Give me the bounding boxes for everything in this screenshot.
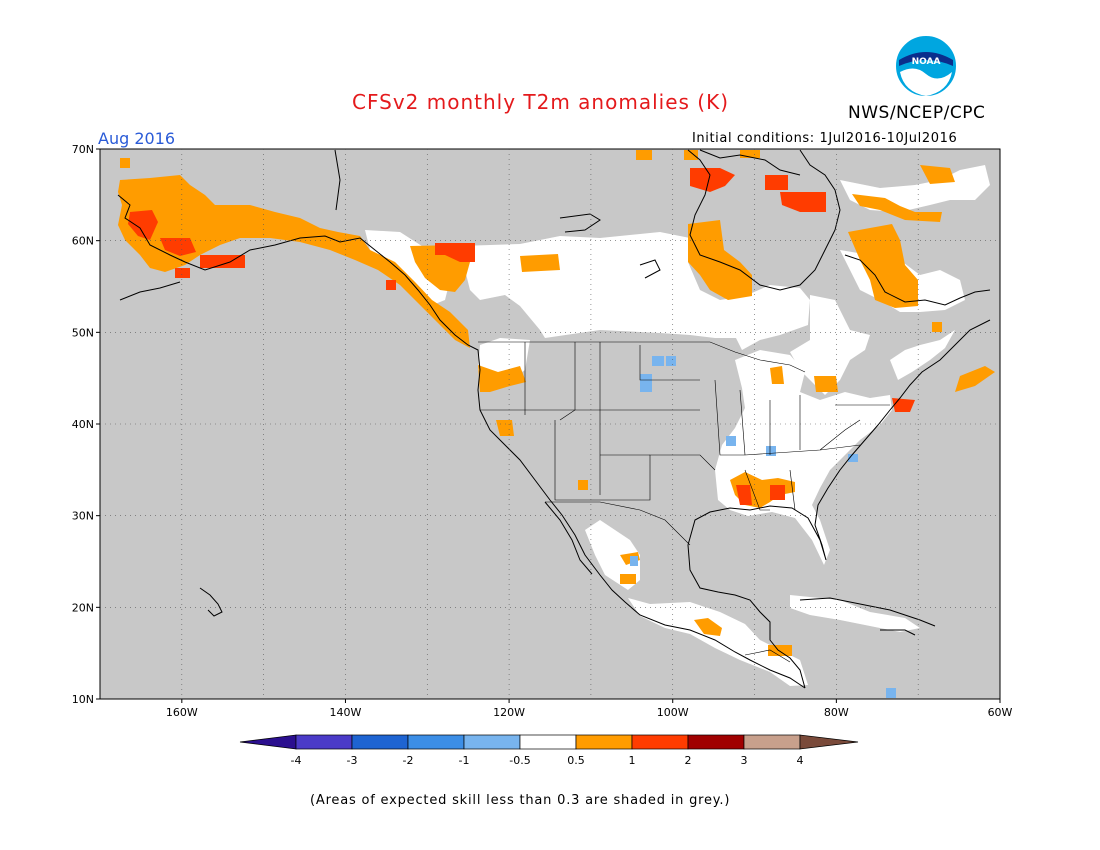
- chart-title: CFSv2 monthly T2m anomalies (K): [352, 90, 729, 114]
- colorbar-segment: [743, 734, 801, 750]
- skill-footnote: (Areas of expected skill less than 0.3 a…: [310, 793, 731, 808]
- lat-label: 70N: [72, 143, 94, 156]
- graticule: [100, 149, 1000, 699]
- initial-conditions: Initial conditions: 1Jul2016-10Jul2016: [692, 131, 958, 146]
- colorbar-segment: [407, 734, 465, 750]
- lat-label: 20N: [72, 601, 94, 614]
- valid-month: Aug 2016: [98, 129, 176, 148]
- colorbar-max-arrow: [799, 734, 859, 750]
- lat-label: 30N: [72, 510, 94, 523]
- lon-label: 80W: [824, 706, 849, 719]
- colorbar-segment: [463, 734, 521, 750]
- lon-label: 100W: [657, 706, 689, 719]
- axis-labels: 70N 60N 50N 40N 30N 20N 10N 160W 140W 120W 100W 80W…: [72, 143, 1013, 719]
- colorbar-tick-label: 1: [629, 754, 636, 767]
- lat-label: 50N: [72, 326, 94, 339]
- political-borders: [478, 341, 890, 663]
- colorbar-tick-label: 0.5: [567, 754, 585, 767]
- map-layers: [117, 149, 995, 698]
- colorbar-segment: [575, 734, 633, 750]
- agency-label: NWS/NCEP/CPC: [848, 103, 986, 123]
- colorbar-segment: [519, 734, 577, 750]
- lat-label: 10N: [72, 693, 94, 706]
- colorbar-tick-label: 3: [741, 754, 748, 767]
- colorbar-tick-label: 2: [685, 754, 692, 767]
- colorbar-min-arrow: [239, 734, 297, 750]
- colorbar-tick-label: -3: [347, 754, 358, 767]
- lon-label: 160W: [166, 706, 198, 719]
- colorbar-tick-label: -2: [403, 754, 414, 767]
- colorbar-tick-label: -4: [291, 754, 302, 767]
- lon-label: 60W: [988, 706, 1013, 719]
- noaa-logo: NOAA: [894, 34, 958, 98]
- colorbar: -4 -3 -2 -1 -0.5 0.5 1 2 3 4: [239, 734, 859, 767]
- lon-label: 140W: [330, 706, 362, 719]
- lat-label: 40N: [72, 418, 94, 431]
- colorbar-segment: [351, 734, 409, 750]
- colorbar-segment: [631, 734, 689, 750]
- coastlines: [117, 149, 991, 689]
- noaa-logo-text: NOAA: [912, 57, 941, 67]
- colorbar-tick-label: -1: [459, 754, 470, 767]
- colorbar-segment: [295, 734, 353, 750]
- lat-label: 60N: [72, 235, 94, 248]
- colorbar-segment: [687, 734, 745, 750]
- anomaly-0.5-1: [118, 150, 995, 656]
- anomaly-1-2: [128, 168, 915, 505]
- lon-label: 120W: [493, 706, 525, 719]
- colorbar-tick-label: -0.5: [509, 754, 530, 767]
- colorbar-tick-label: 4: [797, 754, 804, 767]
- anomaly-neg-0.5-1: [630, 356, 896, 698]
